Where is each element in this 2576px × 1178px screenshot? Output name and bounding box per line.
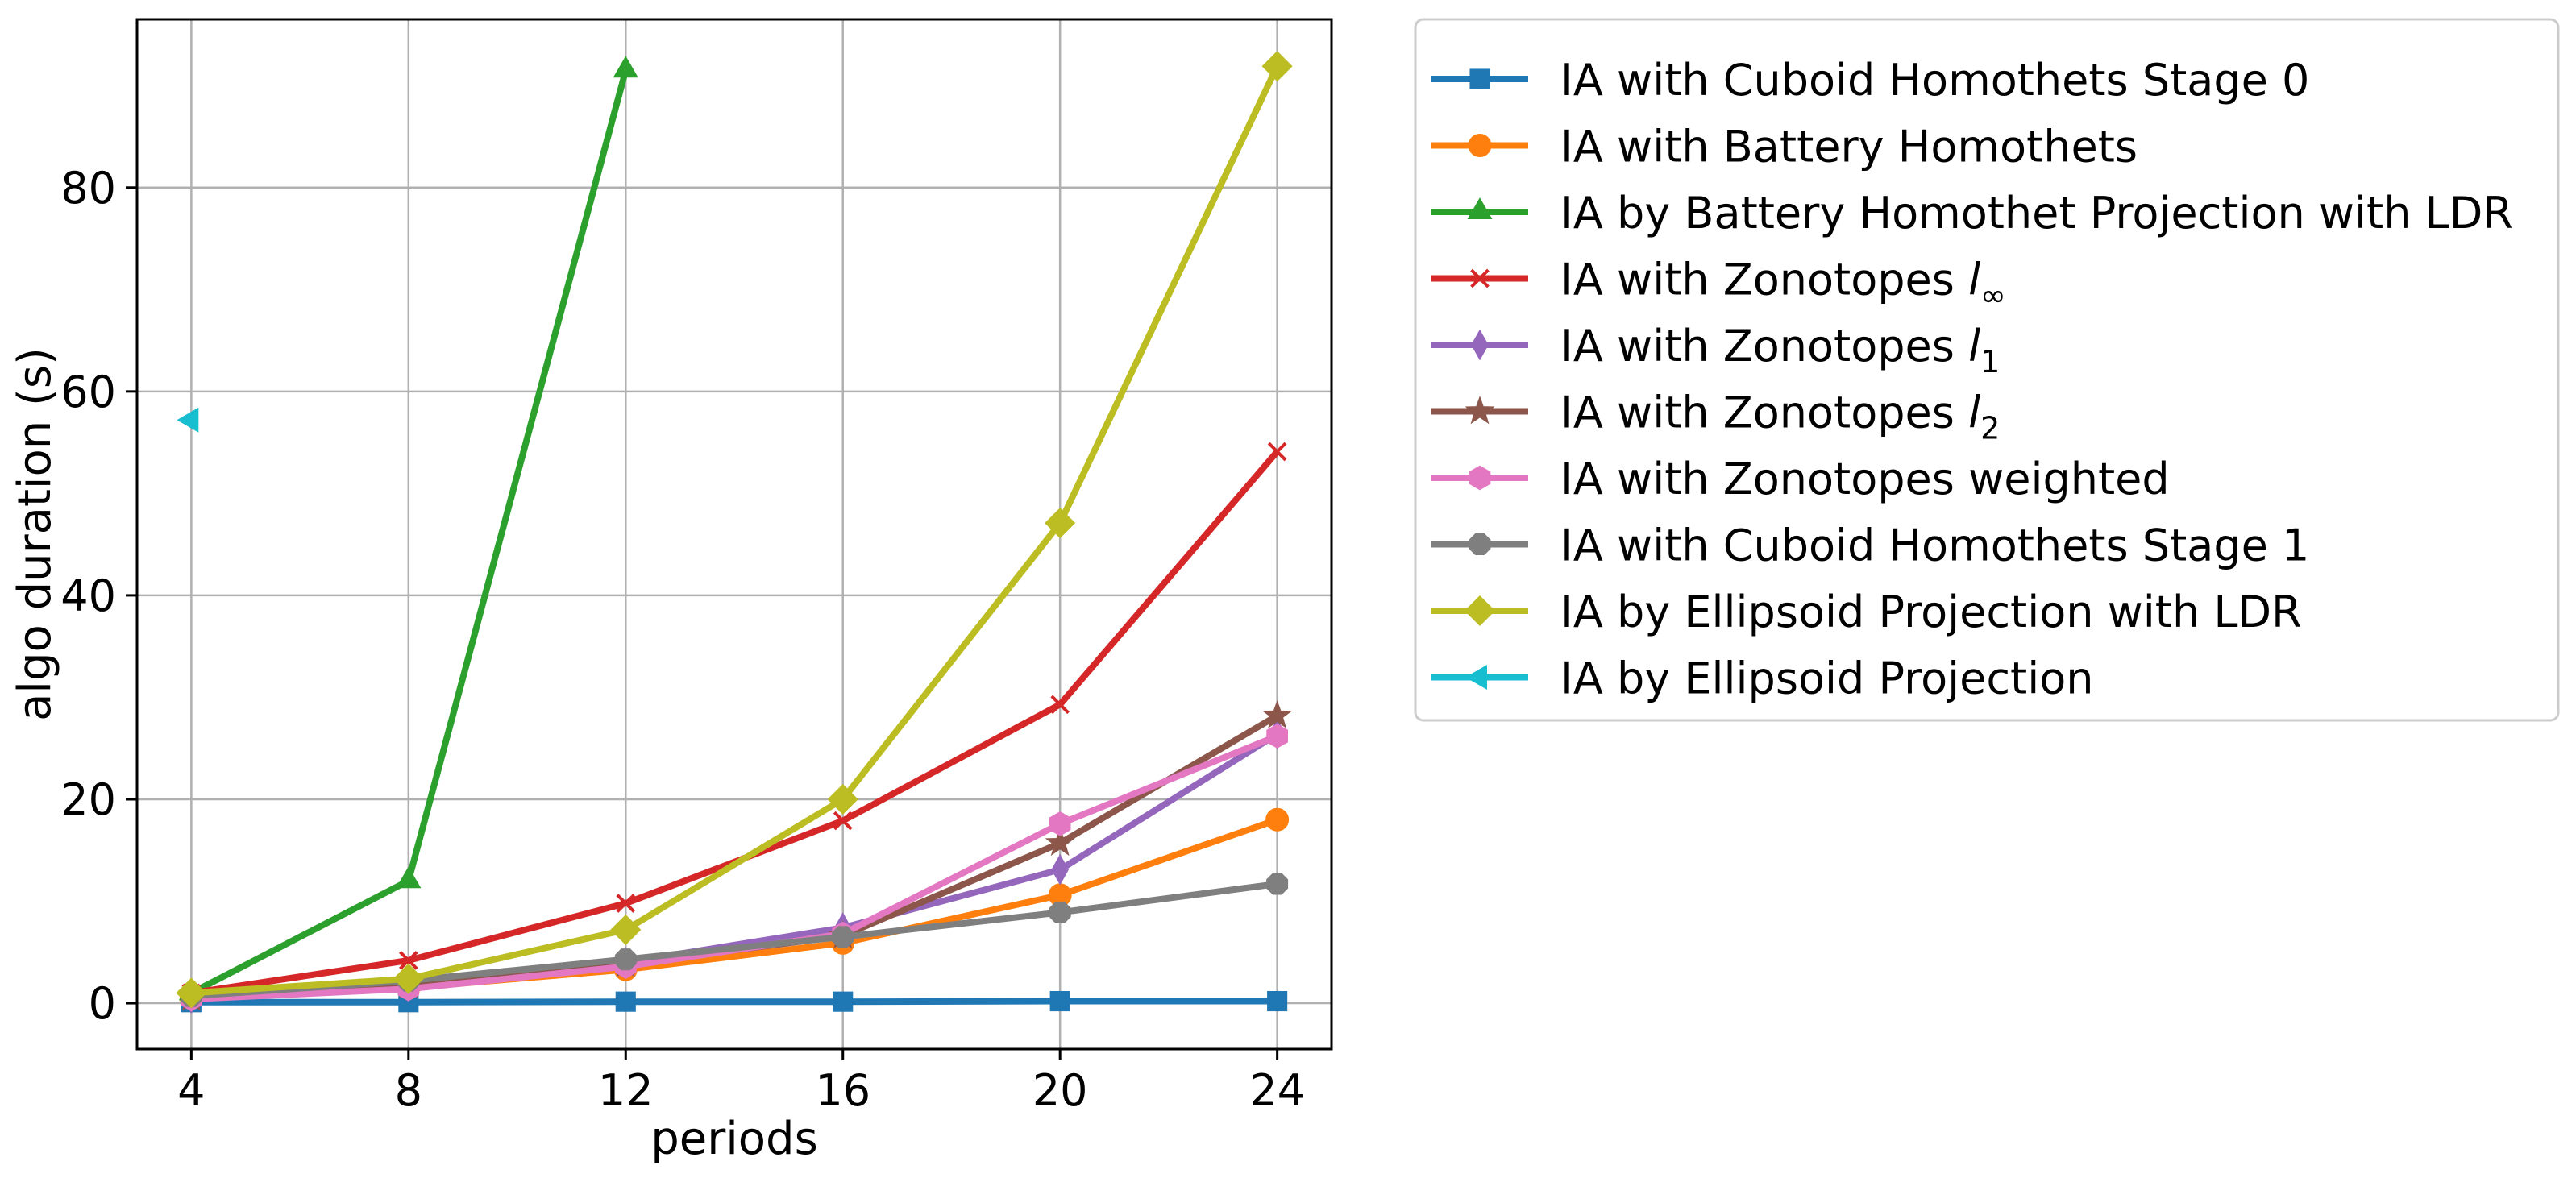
legend-item-ia-with-zonotopes-l1: IA with Zonotopes l1 [1431, 321, 2000, 380]
legend-item-ia-with-battery-homothets: IA with Battery Homothets [1431, 122, 2138, 172]
y-tick-label: 60 [60, 367, 116, 417]
x-tick-label: 20 [1032, 1065, 1088, 1116]
data-point-ia-by-ellipsoid-projection [177, 407, 199, 433]
legend-marker-ia-with-zonotopes-l2 [1465, 396, 1495, 425]
data-point-ia-with-zonotopes-linf [616, 894, 636, 913]
legend-item-ia-with-zonotopes-weighted: IA with Zonotopes weighted [1431, 454, 2170, 504]
data-point-ia-by-ellipsoid-projection-with-ldr [610, 914, 642, 946]
legend-label-ia-by-ellipsoid-projection-with-ldr: IA by Ellipsoid Projection with LDR [1560, 587, 2302, 637]
plot-series [176, 51, 1293, 1014]
legend-label-ia-by-battery-homothet-projection-with-ldr: IA by Battery Homothet Projection with L… [1560, 188, 2513, 239]
legend-marker-ia-with-zonotopes-weighted [1469, 465, 1491, 491]
series-ia-with-cuboid-homothets-stage-0 [181, 990, 1288, 1013]
y-tick-label: 20 [60, 774, 116, 825]
data-point-ia-with-cuboid-homothets-stage-0 [833, 991, 854, 1012]
legend-marker-ia-by-battery-homothet-projection-with-ldr [1467, 197, 1493, 219]
series-ia-with-cuboid-homothets-stage-1 [180, 873, 1289, 1007]
series-ia-with-zonotopes-l2 [176, 699, 1293, 1011]
legend-marker-ia-by-ellipsoid-projection [1465, 665, 1487, 690]
data-point-ia-with-zonotopes-linf [1050, 695, 1070, 715]
data-point-ia-with-cuboid-homothets-stage-1 [832, 926, 854, 948]
legend-item-ia-with-zonotopes-l2: IA with Zonotopes l2 [1431, 388, 2000, 446]
legend-marker-ia-with-cuboid-homothets-stage-0 [1469, 68, 1490, 89]
x-axis-label: periods [650, 1113, 818, 1165]
data-point-ia-by-ellipsoid-projection-with-ldr [1261, 51, 1293, 82]
legend-box [1414, 18, 2560, 722]
data-point-ia-with-zonotopes-weighted [1049, 811, 1071, 836]
axis-ticks: 4 8 12 16 20 24 0 20 40 60 80 [60, 163, 1305, 1116]
legend: IA with Cuboid Homothets Stage 0 IA with … [1414, 18, 2560, 722]
data-point-ia-by-battery-homothet-projection-with-ldr [396, 866, 422, 889]
legend-label-ia-with-zonotopes-l1: IA with Zonotopes l1 [1560, 321, 2000, 380]
legend-label-ia-with-cuboid-homothets-stage-1: IA with Cuboid Homothets Stage 1 [1560, 521, 2309, 571]
legend-label-ia-with-cuboid-homothets-stage-0: IA with Cuboid Homothets Stage 0 [1560, 55, 2309, 106]
legend-label-ia-with-zonotopes-l2: IA with Zonotopes l2 [1560, 388, 2000, 446]
legend-marker-ia-with-zonotopes-l1 [1471, 329, 1489, 361]
x-tick-label: 24 [1249, 1065, 1305, 1116]
series-ia-with-zonotopes-linf [181, 442, 1287, 1003]
data-point-ia-with-zonotopes-linf [399, 951, 418, 970]
legend-item-ia-with-cuboid-homothets-stage-0: IA with Cuboid Homothets Stage 0 [1431, 55, 2309, 106]
legend-label-ia-by-ellipsoid-projection: IA by Ellipsoid Projection [1560, 653, 2093, 704]
y-tick-label: 0 [89, 978, 116, 1029]
legend-item-ia-by-ellipsoid-projection-with-ldr: IA by Ellipsoid Projection with LDR [1431, 587, 2302, 637]
x-tick-label: 12 [598, 1065, 654, 1116]
data-point-ia-with-battery-homothets [1265, 807, 1290, 832]
data-point-ia-with-cuboid-homothets-stage-1 [614, 948, 637, 971]
series-ia-with-battery-homothets [179, 807, 1290, 1010]
legend-label-ia-with-zonotopes-weighted: IA with Zonotopes weighted [1560, 454, 2170, 504]
legend-marker-ia-with-battery-homothets [1468, 134, 1492, 157]
x-tick-label: 16 [815, 1065, 870, 1116]
y-tick-label: 80 [60, 163, 116, 214]
data-point-ia-with-zonotopes-weighted [1266, 724, 1288, 749]
data-point-ia-by-ellipsoid-projection-with-ldr [827, 783, 858, 815]
y-tick-label: 40 [60, 570, 116, 621]
x-tick-label: 4 [177, 1065, 205, 1116]
y-axis-label: algo duration (s) [9, 347, 61, 721]
legend-label-ia-with-zonotopes-linf: IA with Zonotopes l∞ [1560, 255, 2006, 313]
legend-item-ia-by-battery-homothet-projection-with-ldr: IA by Battery Homothet Projection with L… [1431, 188, 2513, 239]
legend-marker-ia-with-zonotopes-linf [1470, 268, 1490, 288]
data-point-ia-by-ellipsoid-projection-with-ldr [1045, 508, 1076, 539]
series-ia-by-ellipsoid-projection [177, 407, 199, 433]
legend-item-ia-with-cuboid-homothets-stage-1: IA with Cuboid Homothets Stage 1 [1431, 521, 2309, 571]
plot-frame [135, 18, 1333, 1051]
series-ia-by-ellipsoid-projection-with-ldr [176, 51, 1293, 1009]
data-point-ia-with-cuboid-homothets-stage-0 [1049, 990, 1070, 1012]
data-point-ia-with-cuboid-homothets-stage-1 [1049, 901, 1071, 923]
legend-label-ia-with-battery-homothets: IA with Battery Homothets [1560, 122, 2138, 172]
data-point-ia-by-ellipsoid-projection-with-ldr [176, 977, 207, 1009]
data-point-ia-with-zonotopes-linf [833, 811, 853, 831]
data-point-ia-by-battery-homothet-projection-with-ldr [613, 56, 638, 78]
x-tick-label: 8 [395, 1065, 422, 1116]
data-point-ia-with-zonotopes-l2 [1045, 828, 1075, 857]
data-point-ia-with-zonotopes-linf [1267, 442, 1287, 462]
legend-item-ia-by-ellipsoid-projection: IA by Ellipsoid Projection [1431, 653, 2093, 704]
data-point-ia-with-cuboid-homothets-stage-0 [615, 991, 636, 1012]
data-point-ia-with-cuboid-homothets-stage-0 [1267, 990, 1288, 1012]
legend-marker-ia-by-ellipsoid-projection-with-ldr [1464, 595, 1496, 627]
grid-lines [137, 19, 1332, 1049]
series-line-ia-by-ellipsoid-projection-with-ldr [191, 64, 1281, 997]
data-point-ia-with-zonotopes-l2 [1262, 699, 1293, 728]
data-point-ia-with-cuboid-homothets-stage-1 [1266, 873, 1289, 895]
legend-marker-ia-with-cuboid-homothets-stage-1 [1469, 533, 1491, 555]
data-point-ia-with-zonotopes-l1 [1051, 853, 1070, 886]
data-point-ia-by-ellipsoid-projection-with-ldr [393, 963, 424, 994]
legend-item-ia-with-zonotopes-linf: IA with Zonotopes l∞ [1431, 255, 2006, 313]
